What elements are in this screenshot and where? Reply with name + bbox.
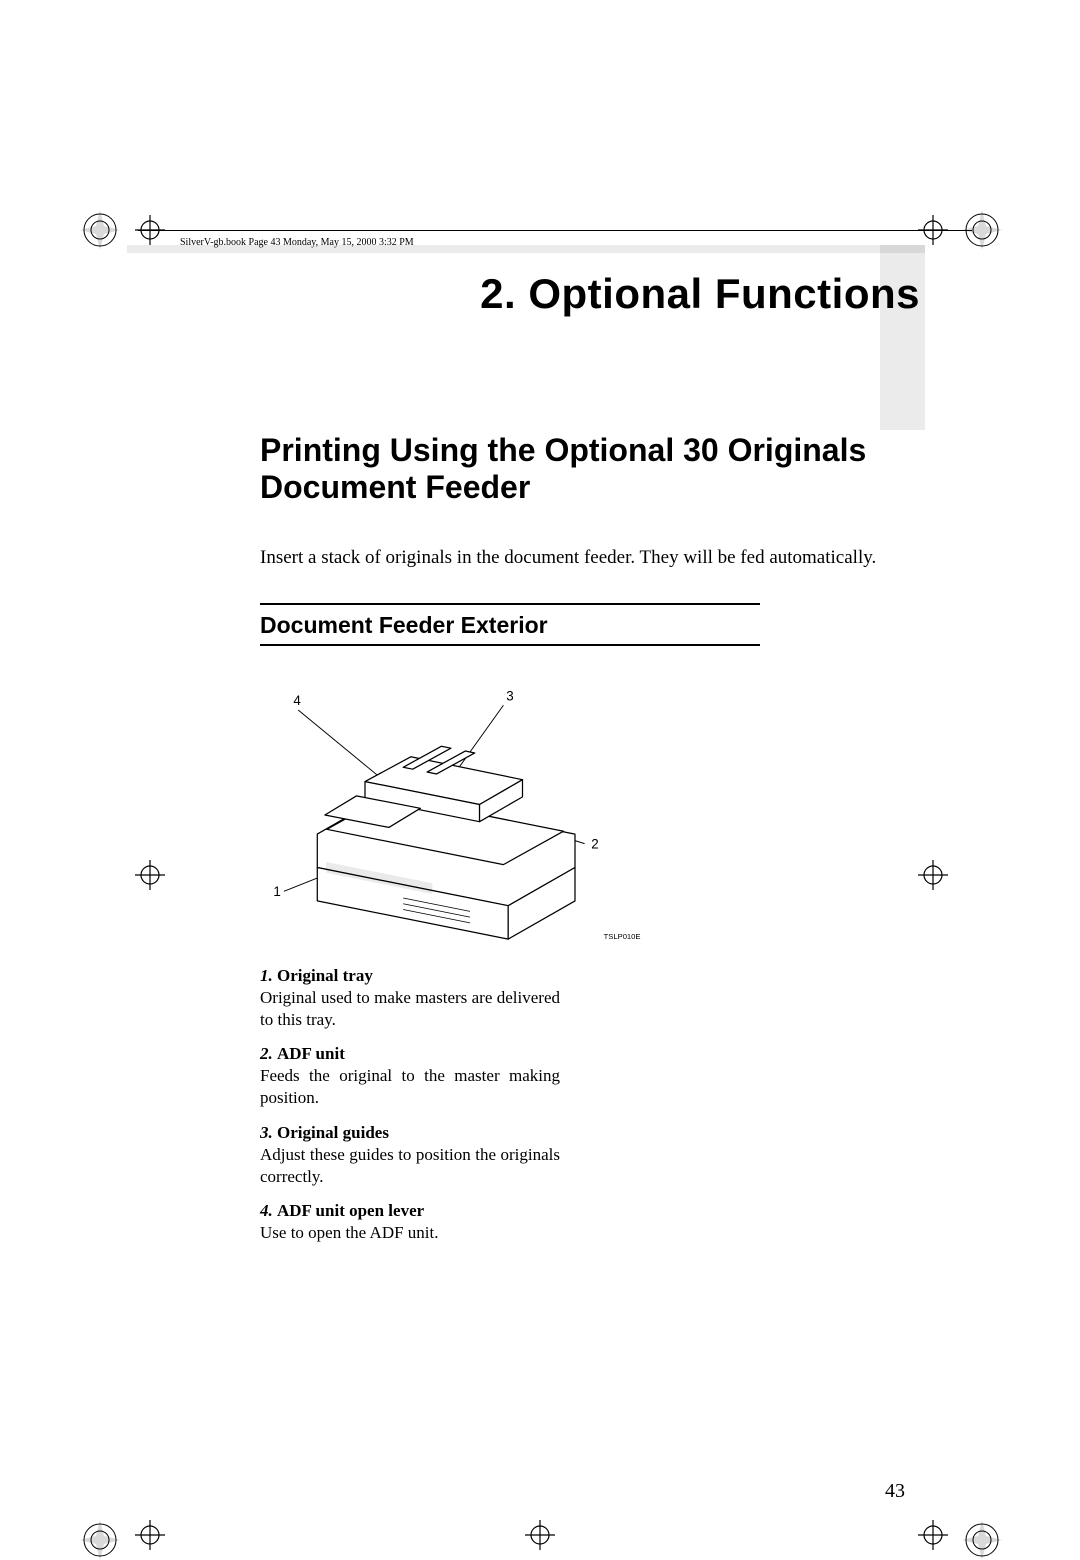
definition-list: 1. Original tray Original used to make m…	[260, 965, 560, 1256]
section-heading: Printing Using the Optional 30 Originals…	[260, 432, 900, 506]
figure-document-feeder: 4 3 2 1 TSLP010E	[260, 675, 680, 955]
callout-4: 4	[293, 693, 301, 708]
subsection-rule-bottom	[260, 644, 760, 646]
crop-mark-bl	[135, 1520, 165, 1550]
intro-paragraph: Insert a stack of originals in the docum…	[260, 545, 900, 571]
chapter-title-text: Optional Functions	[528, 270, 920, 317]
definition-item: 4. ADF unit open lever Use to open the A…	[260, 1200, 560, 1244]
def-num: 4.	[260, 1201, 273, 1220]
crop-mark-star-bl	[80, 1520, 120, 1560]
def-body: Feeds the original to the master making …	[260, 1065, 560, 1109]
page-number: 43	[885, 1480, 905, 1503]
def-label: Original guides	[277, 1123, 389, 1142]
crop-mark-mr	[918, 860, 948, 890]
callout-3: 3	[506, 688, 513, 703]
def-body: Use to open the ADF unit.	[260, 1222, 560, 1244]
top-rule	[138, 230, 972, 231]
definition-item: 3. Original guides Adjust these guides t…	[260, 1122, 560, 1188]
chapter-number: 2.	[480, 270, 516, 317]
figure-code: TSLP010E	[604, 932, 641, 941]
definition-item: 1. Original tray Original used to make m…	[260, 965, 560, 1031]
def-num: 3.	[260, 1123, 273, 1142]
definition-item: 2. ADF unit Feeds the original to the ma…	[260, 1043, 560, 1109]
def-body: Original used to make masters are delive…	[260, 987, 560, 1031]
crop-mark-br	[918, 1520, 948, 1550]
crop-mark-ml	[135, 860, 165, 890]
crop-mark-star-br	[962, 1520, 1002, 1560]
crop-mark-star-tl	[80, 210, 120, 250]
def-num: 1.	[260, 966, 273, 985]
crop-mark-bc	[525, 1520, 555, 1550]
def-label: ADF unit open lever	[277, 1201, 424, 1220]
def-label: ADF unit	[277, 1044, 345, 1063]
document-page: SilverV-gb.book Page 43 Monday, May 15, …	[0, 0, 1080, 1528]
subsection-heading: Document Feeder Exterior	[260, 612, 548, 639]
chapter-tab-top	[127, 245, 925, 253]
subsection-rule-top	[260, 603, 760, 605]
def-num: 2.	[260, 1044, 273, 1063]
callout-1: 1	[273, 884, 280, 899]
callout-2: 2	[591, 836, 598, 851]
chapter-title: 2. Optional Functions	[225, 270, 920, 318]
def-body: Adjust these guides to position the orig…	[260, 1144, 560, 1188]
def-label: Original tray	[277, 966, 373, 985]
